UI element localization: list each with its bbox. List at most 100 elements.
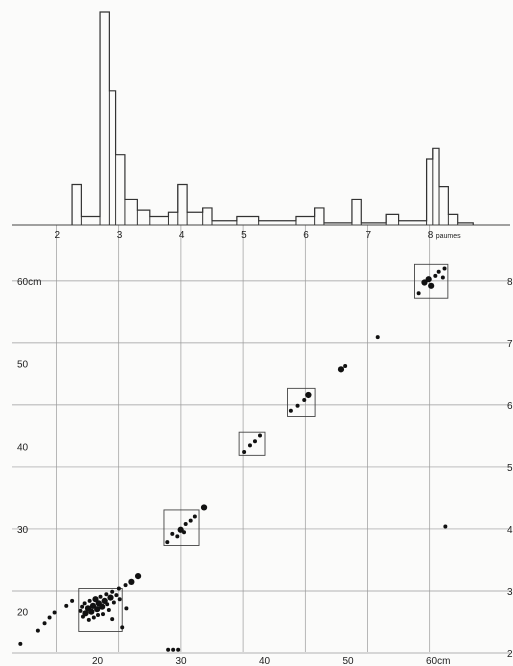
- data-point: [82, 610, 89, 617]
- left-tick-label: 30: [17, 525, 29, 536]
- data-point: [110, 589, 115, 594]
- data-point: [183, 521, 188, 526]
- scatter-points: [18, 266, 448, 652]
- data-point: [182, 530, 187, 535]
- top-tick-label: 5: [241, 230, 247, 241]
- top-tick-label: 6: [303, 230, 309, 241]
- data-point: [114, 593, 119, 598]
- data-point: [375, 335, 380, 340]
- data-point: [421, 279, 428, 286]
- data-point: [200, 504, 208, 511]
- data-point: [117, 597, 122, 602]
- right-tick-label: 7: [507, 339, 513, 350]
- data-point: [89, 602, 97, 609]
- data-point: [302, 397, 307, 402]
- data-point: [92, 596, 99, 603]
- left-tick-label: 60cm: [17, 277, 41, 288]
- cluster-box: [238, 431, 266, 456]
- data-point: [52, 610, 57, 615]
- data-point: [91, 615, 96, 620]
- data-point: [305, 391, 312, 399]
- data-point: [18, 641, 23, 646]
- top-tick-label: 7: [366, 230, 372, 241]
- data-point: [416, 291, 421, 296]
- data-point: [80, 604, 85, 609]
- right-tick-label: 3: [507, 587, 513, 598]
- data-point: [78, 608, 83, 613]
- left-tick-label: 20: [17, 608, 29, 619]
- data-point: [123, 583, 128, 588]
- data-point: [35, 628, 40, 633]
- bottom-tick-label: 30: [176, 656, 188, 666]
- data-point: [120, 625, 125, 630]
- data-point: [106, 607, 111, 612]
- right-tick-label: 5: [507, 463, 513, 474]
- data-point: [288, 408, 293, 413]
- top-tick-label: 8: [428, 230, 434, 241]
- bottom-tick-label: 40: [259, 656, 271, 666]
- data-point: [110, 617, 115, 622]
- bottom-tick-label: 60cm: [426, 656, 450, 666]
- data-point: [436, 269, 441, 274]
- data-point: [171, 647, 176, 652]
- data-point: [440, 275, 445, 280]
- data-point: [96, 612, 100, 617]
- right-tick-label: 8: [507, 277, 513, 288]
- data-point: [166, 647, 171, 652]
- data-point: [443, 524, 448, 529]
- data-point: [42, 621, 47, 626]
- data-point: [64, 603, 69, 608]
- top-tick-label: 2: [55, 230, 61, 241]
- data-point: [134, 572, 142, 580]
- data-point: [116, 586, 121, 591]
- data-point: [343, 364, 348, 369]
- data-point: [170, 531, 175, 536]
- data-point: [47, 615, 52, 620]
- cluster-box: [414, 263, 449, 299]
- data-point: [242, 450, 247, 455]
- left-tick-label: 40: [17, 442, 29, 453]
- data-point: [94, 606, 101, 613]
- data-point: [428, 282, 435, 289]
- cluster-box: [287, 387, 316, 417]
- data-point: [98, 594, 103, 599]
- top-axis-unit: paumes: [436, 233, 461, 240]
- data-point: [442, 266, 447, 271]
- data-point: [165, 540, 170, 545]
- data-point: [175, 534, 180, 539]
- data-point: [177, 526, 184, 533]
- data-point: [107, 594, 114, 601]
- data-point: [295, 403, 300, 408]
- data-point: [86, 617, 91, 622]
- data-point: [99, 603, 106, 610]
- data-point: [101, 597, 108, 604]
- right-tick-label: 2: [507, 649, 513, 660]
- left-tick-label: 50: [17, 360, 29, 371]
- data-point: [124, 606, 129, 611]
- right-tick-label: 4: [507, 525, 513, 536]
- data-point: [337, 366, 345, 373]
- bottom-tick-label: 20: [92, 656, 104, 666]
- data-point: [128, 578, 135, 585]
- data-point: [101, 612, 106, 617]
- histogram: [71, 11, 474, 225]
- data-point: [247, 443, 252, 448]
- right-tick-label: 6: [507, 401, 513, 412]
- data-point: [105, 602, 110, 607]
- data-point: [176, 647, 181, 652]
- cluster-box: [163, 509, 200, 546]
- data-point: [192, 514, 197, 519]
- data-point: [82, 601, 87, 606]
- top-tick-label: 4: [179, 230, 185, 241]
- data-point: [425, 276, 432, 283]
- cluster-boxes: [78, 263, 449, 632]
- data-point: [88, 608, 95, 615]
- top-tick-label: 3: [117, 230, 123, 241]
- bottom-tick-label: 50: [343, 656, 355, 666]
- histogram-outline: [71, 11, 474, 225]
- data-point: [188, 518, 193, 523]
- data-point: [433, 273, 438, 278]
- data-point: [104, 592, 109, 597]
